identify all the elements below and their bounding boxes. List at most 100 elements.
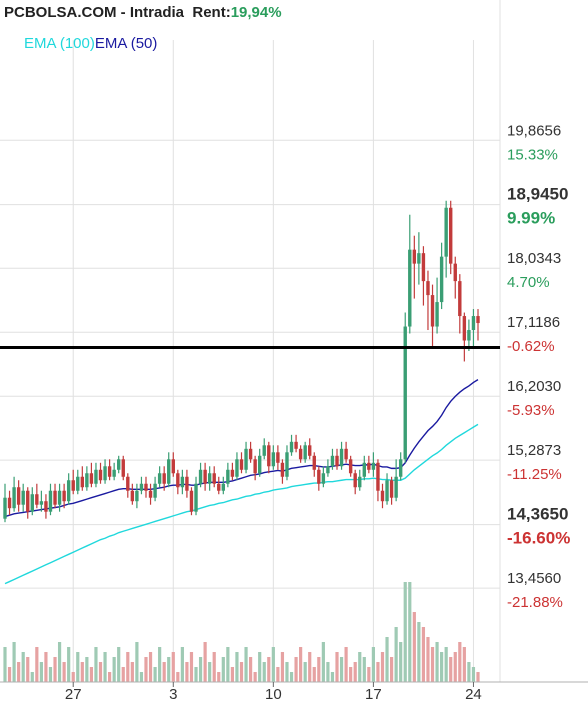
volume-bar (89, 667, 94, 682)
candle-body (26, 490, 30, 512)
candle-body (189, 490, 194, 512)
volume-bar (130, 662, 134, 682)
legend-ema100[interactable]: EMA (100) (24, 35, 95, 52)
volume-bar (253, 672, 257, 682)
volume-bar (321, 642, 325, 682)
volume-bar (180, 647, 184, 682)
chart-header: PCBOLSA.COM - Intradia Rent:19,94% (4, 4, 282, 21)
volume-bar (426, 637, 430, 682)
candle-body (44, 501, 48, 512)
volume-bar (35, 647, 39, 682)
volume-bar (376, 662, 380, 682)
volume-bar (371, 647, 375, 682)
volume-bar (26, 657, 30, 682)
price-level-pct: -5.93% (507, 402, 555, 419)
candle-body (380, 490, 385, 502)
volume-bar (285, 662, 289, 682)
candle-body (76, 476, 80, 491)
candle-body (412, 249, 417, 264)
volume-bar (239, 662, 244, 682)
volume-bar (444, 647, 448, 682)
price-level-pct: -16.60% (507, 529, 570, 548)
mode-label: Intradia (129, 4, 185, 21)
volume-bar (408, 582, 412, 682)
volume-bar (462, 647, 466, 682)
candle-body (198, 469, 203, 484)
candle-body (298, 448, 303, 460)
volume-bar (203, 642, 207, 682)
axis-background (0, 682, 588, 708)
candle-body (153, 483, 157, 498)
volume-bar (394, 627, 398, 682)
price-level-label: 18,9450 (507, 185, 568, 204)
legend-ema50[interactable]: EMA (50) (94, 35, 158, 52)
volume-bar (94, 647, 98, 682)
price-level-label: 19,8656 (507, 122, 561, 139)
candle-body (458, 281, 462, 317)
volume-bars (3, 582, 480, 682)
candle-body (162, 473, 166, 484)
volume-bar (471, 667, 476, 682)
volume-bar (362, 657, 366, 682)
candle-body (30, 494, 34, 512)
candle-body (194, 483, 198, 512)
candle-body (326, 466, 330, 474)
candle-body (294, 441, 298, 449)
price-level-label: 17,1186 (507, 314, 560, 331)
candle-body (449, 207, 453, 264)
price-level-label: 18,0343 (507, 250, 561, 267)
x-tick-label: 17 (365, 686, 382, 703)
volume-bar (48, 667, 53, 682)
candle-body (253, 459, 257, 474)
candle-body (3, 497, 7, 519)
grid-lines (0, 0, 501, 682)
volume-bar (176, 672, 180, 682)
candle-body (239, 459, 244, 470)
candle-body (244, 448, 248, 470)
volume-bar (367, 667, 371, 682)
volume-bar (194, 667, 198, 682)
ema100-line (4, 423, 479, 585)
volume-bar (339, 657, 344, 682)
volume-bar (399, 642, 403, 682)
candle-body (117, 459, 121, 470)
volume-bar (171, 652, 175, 682)
header-separator: - (116, 4, 130, 21)
volume-bar (403, 582, 407, 682)
candle-body (339, 448, 344, 467)
volume-bar (299, 647, 303, 682)
candle-body (267, 445, 271, 467)
volume-bar (44, 652, 48, 682)
candle-body (207, 473, 212, 484)
candle-body (362, 462, 366, 477)
candle-body (321, 473, 326, 484)
candle-body (308, 445, 312, 456)
candle-body (185, 476, 189, 491)
candle-body (358, 476, 362, 488)
candle-body (367, 462, 371, 470)
volume-bar (80, 662, 84, 682)
candle-body (85, 473, 89, 488)
candle-body (171, 459, 175, 474)
volume-bar (330, 672, 335, 682)
volume-bar (385, 637, 389, 682)
candle-body (330, 455, 335, 467)
ema50-series (4, 379, 479, 518)
candle-body (80, 476, 85, 488)
volume-bar (389, 657, 394, 682)
candle-body (276, 452, 280, 463)
chart-legend: EMA (100)EMA (50) (24, 35, 157, 52)
candle-body (180, 476, 185, 488)
volume-bar (221, 657, 225, 682)
volume-bar (380, 652, 385, 682)
volume-bar (262, 662, 266, 682)
rent-value: 19,94% (230, 4, 282, 21)
date-axis: 27 3 10 17 24 (0, 681, 588, 708)
candle-body (226, 469, 230, 484)
candle-body (444, 207, 448, 257)
volume-bar (248, 657, 253, 682)
candle-body (426, 281, 430, 296)
candle-body (262, 445, 266, 456)
volume-bar (189, 652, 194, 682)
